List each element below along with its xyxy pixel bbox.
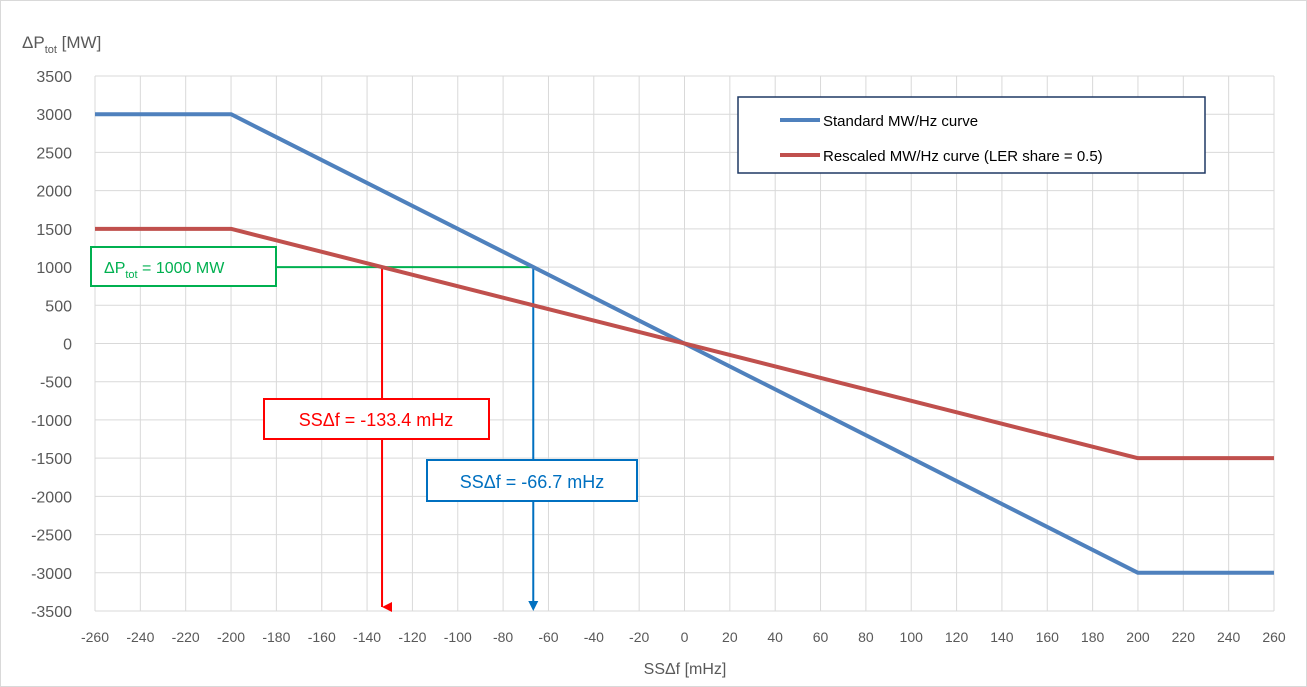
x-tick-label: 40 [767,629,783,645]
x-tick-label: 80 [858,629,874,645]
x-tick-label: -120 [398,629,426,645]
x-tick-label: 260 [1262,629,1286,645]
x-tick-labels: -260 -240 -220 -200 -180 -160 -140 -120 -100 -80-… [81,629,1286,645]
x-tick-label: 200 [1126,629,1150,645]
x-tick-label: -140 [353,629,381,645]
legend-box [737,96,1206,174]
x-tick-label: -200 [217,629,245,645]
x-tick-label: -60 [538,629,558,645]
y-tick-label: -1000 [31,413,72,430]
x-tick-label: -220 [172,629,200,645]
x-tick-label: 140 [990,629,1014,645]
y-tick-label: 3000 [36,107,72,124]
y-tick-label: 0 [63,337,72,354]
y-tick-label: 2000 [36,184,72,201]
annotation-red-label: SSΔf = -133.4 mHz [299,410,454,430]
y-tick-label: -2000 [31,489,72,506]
y-tick-labels: 3500 3000 2500 2000 1500 1000 500 0 -500 -1000 -15… [31,69,72,621]
x-tick-label: 240 [1217,629,1241,645]
x-tick-label: 120 [945,629,969,645]
x-tick-label: -160 [308,629,336,645]
series-rescaled-line [95,226,1274,461]
y-tick-label: -1500 [31,451,72,468]
x-tick-label: -20 [629,629,649,645]
annotation-blue-label: SSΔf = -66.7 mHz [460,472,605,492]
legend-label-rescaled: Rescaled MW/Hz curve (LER share = 0.5) [823,148,1103,165]
y-tick-label: -3500 [31,604,72,621]
y-tick-label: 3500 [36,69,72,86]
x-tick-label: 0 [681,629,689,645]
y-axis-label: ΔPtot [MW] [22,33,101,56]
y-tick-label: 500 [45,298,72,315]
x-tick-label: -40 [584,629,604,645]
series-lines [95,112,1274,575]
annotation-hline-label: ΔPtot = 1000 MW [104,260,225,281]
y-tick-label: -3000 [31,566,72,583]
x-tick-label: 60 [813,629,829,645]
x-axis-label: SSΔf [mHz] [644,661,727,678]
x-tick-label: 100 [900,629,924,645]
y-tick-label: -500 [40,375,72,392]
x-tick-label: -260 [81,629,109,645]
annotation-hline-box: ΔPtot = 1000 MW [90,246,277,287]
y-tick-label: 1500 [36,222,72,239]
legend: Standard MW/Hz curve Rescaled MW/Hz curv… [737,96,1206,174]
annotation-blue-arrowhead [528,601,539,611]
x-tick-label: 220 [1172,629,1196,645]
y-tick-label: -2500 [31,528,72,545]
x-tick-label: 180 [1081,629,1105,645]
annotation-blue-box: SSΔf = -66.7 mHz [426,459,638,502]
y-tick-label: 1000 [36,260,72,277]
annotation-red-box: SSΔf = -133.4 mHz [263,398,490,440]
y-tick-label: 2500 [36,145,72,162]
x-tick-label: -100 [444,629,472,645]
legend-label-standard: Standard MW/Hz curve [823,113,978,130]
x-tick-label: 160 [1036,629,1060,645]
x-tick-label: -80 [493,629,513,645]
x-tick-label: -240 [126,629,154,645]
x-tick-label: -180 [262,629,290,645]
x-tick-label: 20 [722,629,738,645]
